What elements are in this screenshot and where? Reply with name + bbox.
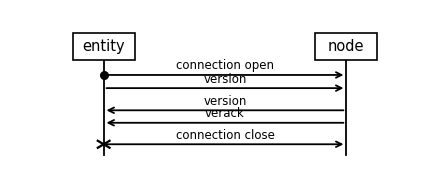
Text: version: version — [203, 73, 247, 86]
Text: connection close: connection close — [176, 129, 275, 142]
Text: entity: entity — [82, 39, 125, 54]
Text: connection open: connection open — [176, 59, 274, 73]
Text: verack: verack — [205, 107, 245, 120]
Text: version: version — [203, 95, 247, 108]
FancyBboxPatch shape — [73, 33, 135, 60]
FancyBboxPatch shape — [315, 33, 377, 60]
Text: node: node — [328, 39, 365, 54]
